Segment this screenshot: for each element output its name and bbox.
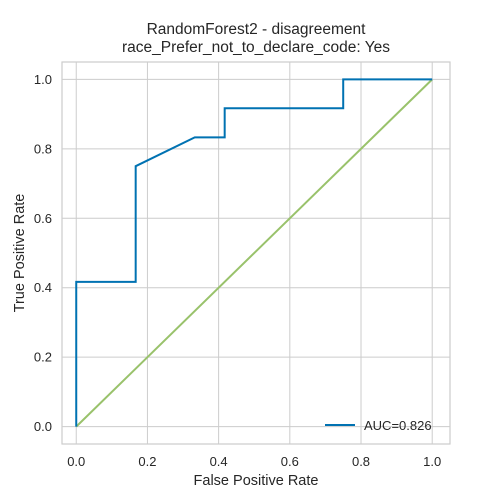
x-tick-label: 0.8 bbox=[352, 454, 370, 469]
roc-curve-line bbox=[75, 78, 433, 427]
y-tick-label: 1.0 bbox=[34, 72, 52, 87]
y-tick-label: 0.6 bbox=[34, 211, 52, 226]
series bbox=[75, 78, 433, 428]
x-tick-label: 0.2 bbox=[138, 454, 156, 469]
x-axis-label: False Positive Rate bbox=[194, 473, 319, 489]
x-tick-label: 1.0 bbox=[423, 454, 441, 469]
tick-labels: 0.0 0.2 0.4 0.6 0.8 1.0 0.0 0.2 0.4 0.6 0.8 1.0 bbox=[34, 72, 441, 469]
y-tick-label: 0.2 bbox=[34, 350, 52, 365]
y-axis-label: True Positive Rate bbox=[12, 194, 28, 313]
grid bbox=[62, 62, 450, 444]
legend: AUC=0.826 bbox=[325, 418, 432, 433]
x-tick-label: 0.0 bbox=[67, 454, 85, 469]
baseline-diagonal-line bbox=[75, 78, 433, 428]
y-tick-label: 0.8 bbox=[34, 141, 52, 156]
chart-subtitle: race_Prefer_not_to_declare_code: Yes bbox=[122, 39, 390, 56]
chart-title: RandomForest2 - disagreement bbox=[147, 21, 367, 38]
x-tick-label: 0.4 bbox=[210, 454, 228, 469]
y-tick-label: 0.0 bbox=[34, 419, 52, 434]
y-tick-label: 0.4 bbox=[34, 280, 52, 295]
legend-label-auc: AUC=0.826 bbox=[364, 418, 432, 433]
x-tick-label: 0.6 bbox=[281, 454, 299, 469]
